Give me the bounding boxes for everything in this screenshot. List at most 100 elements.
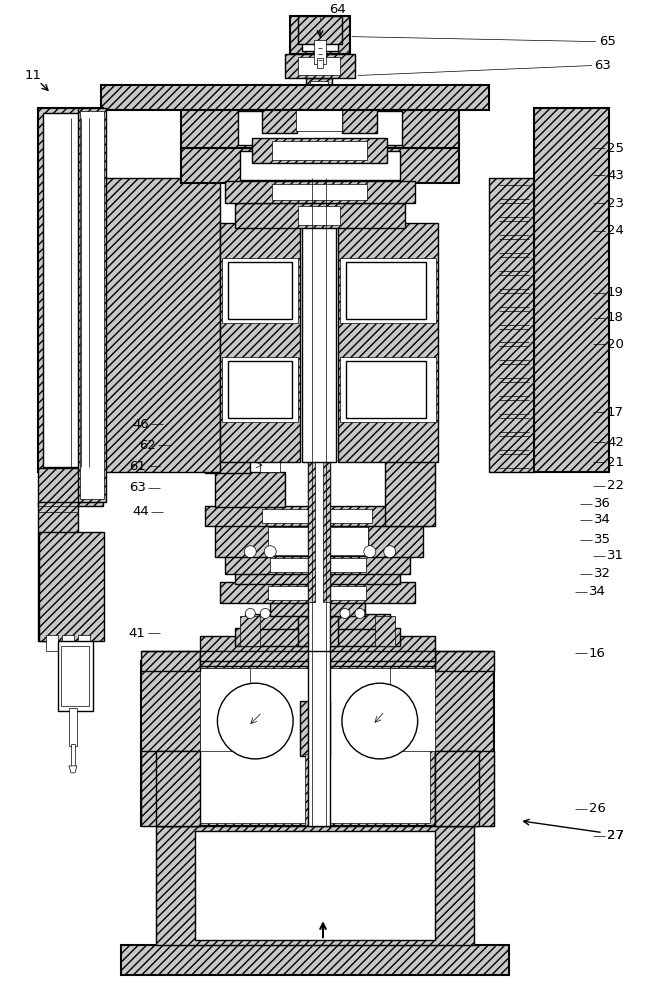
Bar [534, 108, 609, 472]
Text: 43: 43 [607, 169, 624, 182]
Bar [252, 138, 387, 163]
Bar [225, 181, 415, 203]
Bar [38, 108, 103, 472]
Text: 41: 41 [129, 627, 146, 640]
Bar [270, 558, 366, 572]
Bar [140, 651, 201, 671]
Text: 16: 16 [589, 647, 606, 660]
Bar [140, 661, 494, 826]
Bar [223, 357, 298, 422]
Bar [252, 138, 387, 163]
Bar [340, 357, 435, 422]
Text: 25: 25 [607, 142, 624, 155]
Text: 11: 11 [25, 69, 41, 82]
Text: 31: 31 [607, 549, 624, 562]
Bar [206, 453, 250, 473]
Bar [269, 527, 368, 555]
Bar [78, 635, 90, 651]
Bar [314, 40, 326, 64]
Bar [206, 506, 430, 526]
Circle shape [355, 608, 365, 618]
Bar [225, 556, 410, 574]
Bar [499, 203, 529, 217]
Text: 62: 62 [138, 439, 156, 452]
Bar [228, 361, 292, 418]
Bar [298, 616, 338, 646]
Text: 20: 20 [607, 338, 624, 351]
Bar [80, 111, 104, 499]
Bar [499, 454, 529, 468]
Text: 34: 34 [589, 585, 606, 598]
Text: 63: 63 [129, 481, 146, 494]
Text: 46: 46 [132, 418, 149, 431]
Bar [338, 223, 437, 462]
Bar [302, 223, 336, 462]
Bar [272, 184, 367, 200]
Bar [71, 744, 75, 766]
Text: 17: 17 [607, 406, 624, 419]
Bar [236, 628, 400, 646]
Bar [221, 582, 415, 603]
Bar [310, 81, 328, 105]
Bar [499, 257, 529, 271]
Bar [140, 751, 201, 826]
Bar [69, 708, 77, 746]
Bar [499, 311, 529, 325]
Bar [300, 701, 330, 756]
Bar [236, 572, 400, 584]
Bar [298, 206, 340, 225]
Bar [499, 418, 529, 432]
Bar [308, 178, 330, 826]
Bar [489, 178, 534, 472]
Text: 24: 24 [607, 224, 624, 237]
Bar [262, 108, 297, 133]
Bar [318, 552, 322, 701]
Bar [298, 16, 342, 44]
Bar [272, 141, 367, 160]
Bar [302, 19, 338, 51]
Bar [101, 85, 489, 110]
Bar [101, 178, 221, 472]
Bar [215, 472, 285, 507]
Text: 22: 22 [607, 479, 624, 492]
Bar [499, 346, 529, 360]
Bar [306, 78, 332, 108]
Bar [298, 57, 340, 75]
Bar [260, 460, 280, 472]
Bar [368, 525, 422, 557]
Bar [140, 751, 201, 826]
Text: 32: 32 [594, 567, 611, 580]
Bar [62, 635, 74, 651]
Bar [61, 646, 89, 706]
Bar [201, 656, 435, 666]
Text: 23: 23 [607, 197, 624, 210]
Bar [225, 556, 410, 574]
Bar [228, 262, 292, 319]
Bar [38, 108, 103, 472]
Bar [223, 258, 298, 323]
Bar [181, 148, 459, 183]
Bar [308, 223, 315, 602]
Bar [499, 400, 529, 414]
Text: 26: 26 [589, 802, 606, 815]
Bar [270, 602, 365, 616]
Bar [78, 108, 106, 502]
Bar [206, 506, 430, 526]
Bar [39, 532, 104, 641]
Bar [499, 329, 529, 342]
Bar [156, 751, 201, 826]
Bar [262, 108, 297, 133]
Bar [499, 382, 529, 396]
Text: 44: 44 [132, 505, 149, 518]
Circle shape [364, 546, 376, 558]
Circle shape [264, 546, 276, 558]
Bar [156, 826, 474, 945]
Bar [534, 108, 609, 472]
Bar [215, 525, 270, 557]
Text: 42: 42 [607, 436, 624, 449]
Bar [435, 751, 494, 826]
Text: 21: 21 [607, 456, 624, 469]
Bar [236, 572, 400, 584]
Bar [238, 111, 402, 145]
Bar [38, 468, 103, 506]
